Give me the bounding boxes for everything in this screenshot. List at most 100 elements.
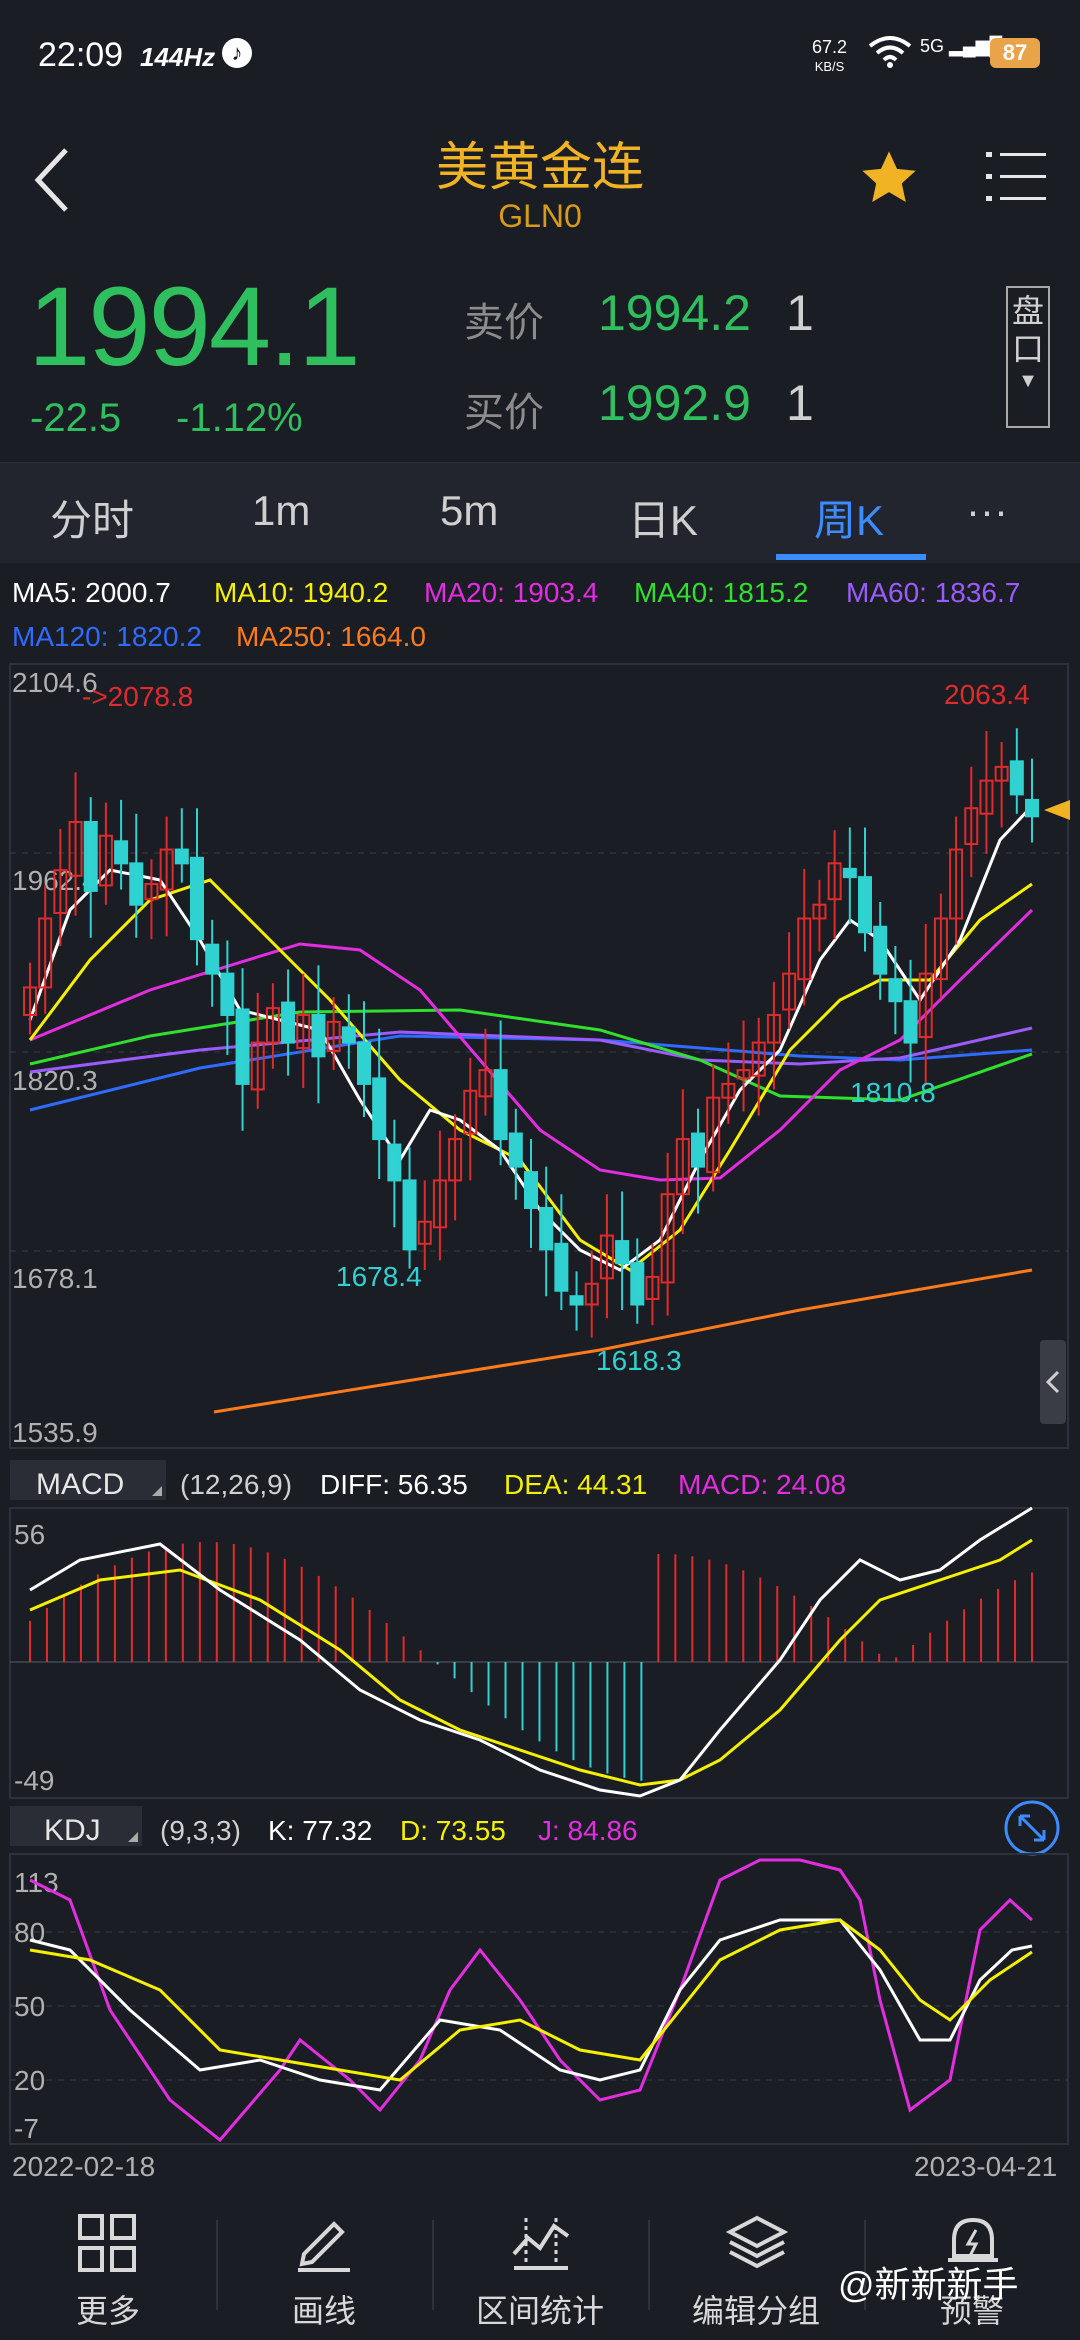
nav-more-label: 更多 xyxy=(75,2293,140,2329)
macd-label: MACD xyxy=(36,1468,124,1501)
candle-body xyxy=(964,807,979,846)
tab-weekly[interactable]: 周K xyxy=(814,497,885,544)
net-speed: 67.2 KB/S xyxy=(812,37,848,74)
candle-body xyxy=(83,820,98,892)
period-tabs: 分时 1m 5m 日K 周K ··· xyxy=(0,462,1080,563)
macd-axis-top: 56 xyxy=(14,1519,45,1550)
candle-body xyxy=(372,1077,387,1141)
candle-body xyxy=(38,917,53,989)
macd-params: (12,26,9) xyxy=(180,1469,292,1500)
kdj-axis-20: 20 xyxy=(14,2065,45,2096)
candle-body xyxy=(68,820,83,877)
kdj-selector[interactable] xyxy=(10,1806,142,1846)
price-axis-top: 2104.6 xyxy=(12,667,98,698)
nav-draw-button[interactable]: 画线 xyxy=(216,2190,432,2340)
kdj-axis-50: 50 xyxy=(14,1991,45,2022)
candle-body xyxy=(721,1082,736,1099)
kdj-axis-neg7: -7 xyxy=(14,2113,39,2144)
candle-body xyxy=(766,1013,781,1044)
kdj-j-line xyxy=(29,1858,1034,2143)
macd-panel-frame xyxy=(9,1507,1069,1799)
candle-body xyxy=(979,779,994,815)
nav-alert-button[interactable]: 预警 xyxy=(864,2190,1080,2340)
candle-body xyxy=(53,869,68,914)
pankou-char-1: 盘 xyxy=(1011,293,1044,329)
bottom-toolbar xyxy=(0,2190,1080,2340)
nav-more-button[interactable]: 更多 xyxy=(0,2190,216,2340)
high-left-annotation: ->2078.8 xyxy=(82,681,193,712)
candle-body xyxy=(250,1041,265,1091)
nav-range-stats-button[interactable]: 区间统计 xyxy=(432,2190,648,2340)
candle-body xyxy=(782,972,797,1011)
ask-label: 卖价 xyxy=(464,301,544,345)
candle-body xyxy=(174,848,189,865)
candle-body xyxy=(98,834,113,887)
tab-5m[interactable]: 5m xyxy=(440,487,499,534)
candle-body xyxy=(827,862,842,901)
favorite-star-icon[interactable] xyxy=(856,146,922,210)
macd-axis-bottom: -49 xyxy=(14,1765,54,1796)
candle-body xyxy=(858,876,872,934)
nav-range-stats-label: 区间统计 xyxy=(475,2293,604,2329)
kdj-label: KDJ xyxy=(44,1814,101,1847)
candle-body xyxy=(190,856,204,941)
divider xyxy=(864,2220,866,2310)
ma60-line xyxy=(29,1026,1033,1074)
candle-body xyxy=(159,848,174,891)
dropdown-corner-icon xyxy=(128,1832,138,1842)
ma250-legend: MA250: 1664.0 xyxy=(236,621,426,652)
chart-area[interactable]: MA5: 2000.7 MA10: 1940.2 MA20: 1903.4 MA… xyxy=(0,564,1080,2194)
bell-icon xyxy=(948,2217,998,2262)
candle-body xyxy=(554,1242,569,1292)
macd-diff-line xyxy=(29,1506,1033,1798)
ma20-line xyxy=(29,908,1034,1182)
order-book-button[interactable]: 盘 口 ▼ xyxy=(1006,286,1050,428)
tiktok-icon: ♪ xyxy=(222,38,252,68)
bid-price: 1992.9 xyxy=(598,375,751,431)
candle-body xyxy=(630,1262,645,1306)
draw-line-icon xyxy=(298,2221,350,2272)
price-axis-bottom: 1535.9 xyxy=(12,1417,98,1448)
ma40-line xyxy=(29,1008,1033,1102)
kdj-k-line xyxy=(29,1918,1033,2092)
instrument-name: 美黄金连 xyxy=(435,139,644,197)
kdj-d-line xyxy=(29,1918,1033,2082)
last-price-marker-icon xyxy=(1044,800,1070,820)
nav-edit-group-label: 编辑分组 xyxy=(691,2293,820,2329)
high-right-annotation: 2063.4 xyxy=(944,679,1030,710)
tab-timeshare[interactable]: 分时 xyxy=(50,497,135,544)
candle-body xyxy=(129,862,144,906)
candle-body xyxy=(463,1089,478,1135)
side-expand-handle[interactable] xyxy=(1040,1340,1066,1424)
candle-body xyxy=(903,1000,918,1044)
candle-body xyxy=(691,1132,705,1168)
macd-selector[interactable] xyxy=(10,1460,166,1500)
candle-body xyxy=(873,925,888,975)
candle-body xyxy=(114,840,129,865)
refresh-rate: 144Hz xyxy=(140,42,216,72)
tab-1m[interactable]: 1m xyxy=(252,487,311,534)
candle-body xyxy=(933,917,948,981)
candle-body xyxy=(706,1096,721,1174)
low-annotation-3: 1810.8 xyxy=(850,1077,936,1108)
kdj-d: D: 73.55 xyxy=(400,1815,506,1846)
status-bar: 22:09 144Hz ♪ 67.2 KB/S 5G ▂▄▆█ 87 xyxy=(0,0,1080,110)
chart-stats-icon xyxy=(512,2218,570,2270)
tab-daily[interactable]: 日K xyxy=(628,497,699,544)
signal-icon: 5G ▂▄▆█ xyxy=(920,36,1003,56)
back-icon[interactable] xyxy=(24,140,84,220)
divider xyxy=(648,2220,650,2310)
candle-body xyxy=(615,1240,630,1265)
tab-more[interactable]: ··· xyxy=(966,487,1008,534)
expand-arrows-icon xyxy=(1018,1814,1046,1842)
layers-icon xyxy=(726,2215,788,2269)
candle-body xyxy=(539,1206,554,1251)
ma250-line xyxy=(213,1268,1033,1414)
dropdown-corner-icon xyxy=(152,1486,162,1496)
nav-edit-group-button[interactable]: 编辑分组 xyxy=(648,2190,864,2340)
bid-label: 买价 xyxy=(464,391,544,435)
dropdown-caret-icon: ▼ xyxy=(1018,370,1038,392)
candle-body xyxy=(842,867,857,879)
watermark: @新新新手 xyxy=(838,2264,1019,2305)
menu-list-icon[interactable] xyxy=(986,150,1046,204)
